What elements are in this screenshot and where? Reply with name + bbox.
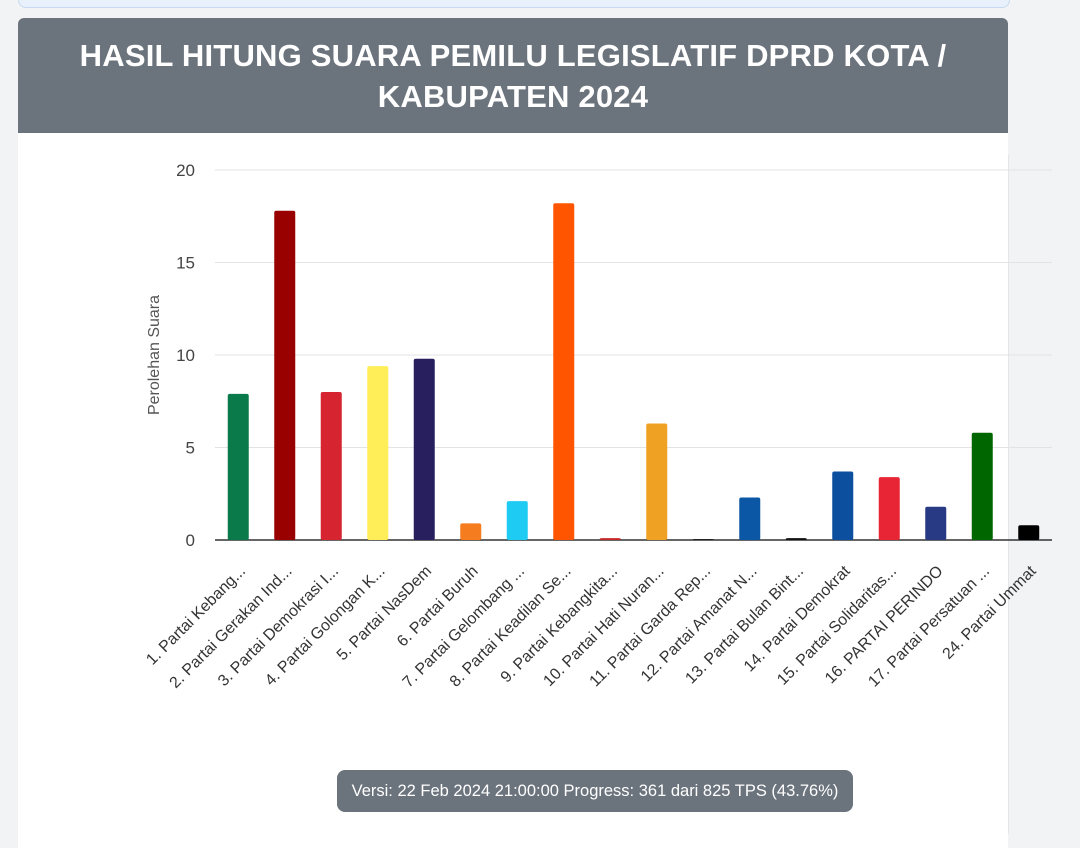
page-title: HASIL HITUNG SUARA PEMILU LEGISLATIF DPR… (79, 37, 947, 114)
bar[interactable] (274, 210, 296, 540)
bar[interactable] (925, 506, 947, 540)
chart-card: HASIL HITUNG SUARA PEMILU LEGISLATIF DPR… (18, 18, 1008, 848)
bar[interactable] (739, 497, 761, 540)
x-axis-labels: 1. Partai Kebang...2. Partai Gerakan Ind… (143, 562, 1040, 691)
bar[interactable] (832, 471, 854, 540)
bar[interactable] (460, 523, 482, 540)
version-badge: Versi: 22 Feb 2024 21:00:00 Progress: 36… (337, 770, 853, 812)
bar[interactable] (785, 538, 807, 540)
y-tick-label: 10 (176, 346, 195, 365)
bar[interactable] (506, 501, 528, 540)
x-tick-label: 6. Partai Buruh (394, 563, 481, 650)
bar[interactable] (692, 539, 714, 540)
y-tick-label: 5 (186, 439, 195, 458)
bar[interactable] (367, 366, 389, 540)
bar[interactable] (599, 538, 621, 540)
y-tick-label: 0 (186, 531, 195, 550)
bar[interactable] (1018, 525, 1040, 540)
card-header: HASIL HITUNG SUARA PEMILU LEGISLATIF DPR… (18, 18, 1008, 133)
y-tick-label: 15 (176, 254, 195, 273)
y-axis-label: Perolehan Suara (146, 295, 163, 415)
card-border (1008, 155, 1009, 834)
gridlines (215, 169, 1052, 541)
bar[interactable] (646, 423, 668, 540)
bar[interactable] (320, 392, 342, 540)
y-axis-ticks: 0 5 10 15 20 (176, 161, 195, 550)
bar[interactable] (553, 203, 575, 541)
bar[interactable] (878, 477, 900, 540)
bar[interactable] (971, 432, 993, 540)
bar[interactable] (227, 393, 249, 540)
y-tick-label: 20 (176, 161, 195, 180)
bar[interactable] (413, 358, 435, 540)
bars (227, 203, 1040, 541)
